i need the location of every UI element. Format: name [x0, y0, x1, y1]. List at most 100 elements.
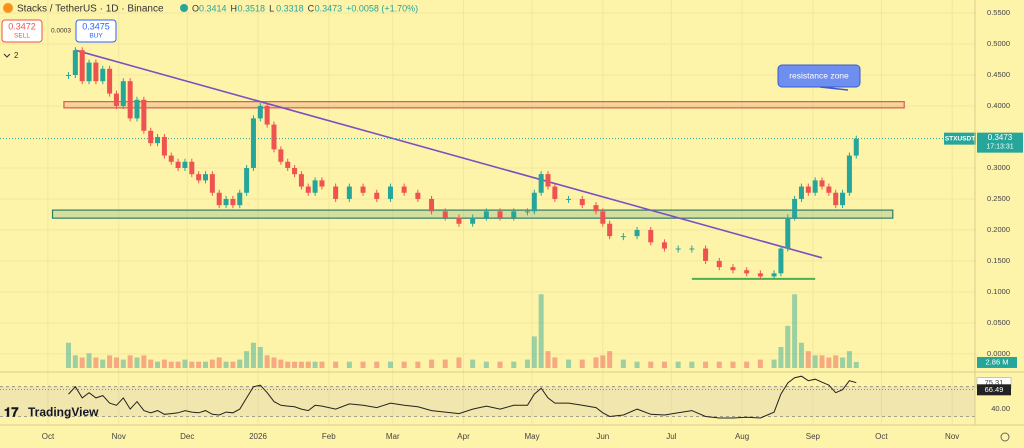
candle-body	[429, 198, 435, 212]
candle-body	[744, 270, 750, 274]
candle-body	[86, 62, 92, 82]
candle-body	[100, 68, 106, 82]
x-tick-label: Mar	[386, 432, 400, 441]
candle-body	[620, 236, 626, 238]
y-tick-label: 0.4500	[987, 70, 1010, 79]
candle-body	[374, 192, 380, 199]
candle-body	[155, 136, 161, 144]
candle-body	[107, 68, 113, 94]
candle-body	[161, 136, 167, 156]
candle-body	[120, 81, 126, 106]
volume-bar	[853, 361, 859, 368]
y-tick-label: 0.5500	[987, 8, 1010, 17]
volume-bar	[470, 359, 476, 368]
candle-body	[271, 124, 277, 150]
sell-button[interactable]	[1, 19, 43, 43]
volume-bar	[346, 361, 352, 368]
volume-bar	[120, 359, 126, 368]
collapse-icon[interactable]	[3, 53, 11, 58]
volume-bar	[86, 353, 92, 368]
volume-bar	[819, 355, 825, 368]
buy-label: BUY	[89, 33, 103, 40]
annotation-pointer	[819, 86, 849, 91]
candle-body	[250, 118, 256, 168]
volume-bar	[600, 355, 606, 368]
volume-bar	[538, 294, 544, 368]
candle-body	[189, 161, 195, 175]
candle-body	[470, 217, 476, 224]
symbol-label: STXUSDT	[945, 135, 975, 142]
candle-body	[257, 105, 263, 119]
volume-bar	[833, 355, 839, 368]
candle-body	[93, 62, 99, 82]
candle-body	[661, 242, 667, 249]
volume-bar	[579, 359, 585, 368]
candle-body	[175, 161, 181, 168]
ohlc-key: H	[231, 3, 238, 13]
volume-bar	[374, 361, 380, 368]
brand-icon: 𝟏𝟕	[4, 404, 19, 419]
volume-bar	[292, 361, 298, 368]
settings-icon[interactable]	[1000, 432, 1010, 442]
annotation-box	[777, 64, 861, 88]
volume-bar	[237, 359, 243, 368]
symbol-tag	[944, 132, 976, 145]
ohlc-value: 0.3473	[315, 3, 343, 13]
volume-bar	[278, 359, 284, 368]
x-tick-label: Jun	[596, 432, 609, 441]
volume-bar	[771, 359, 777, 368]
candle-body	[634, 229, 640, 237]
y-tick-label: 0.2000	[987, 225, 1010, 234]
candle-body	[72, 50, 78, 75]
volume-bar	[127, 355, 133, 368]
y-tick-label: 0.2500	[987, 194, 1010, 203]
volume-bar	[155, 361, 161, 368]
y-tick-label: 0.0500	[987, 318, 1010, 327]
volume-bar	[805, 351, 811, 368]
candle-body	[209, 174, 215, 193]
candle-body	[168, 155, 174, 162]
y-tick-label: 0.5000	[987, 39, 1010, 48]
candle-body	[648, 229, 654, 243]
candle-body	[230, 198, 236, 206]
x-tick-label: Oct	[875, 432, 888, 441]
volume-bar	[161, 359, 167, 368]
x-tick-label: Dec	[180, 432, 194, 441]
annotation-text: resistance zone	[789, 70, 849, 80]
volume-bar	[689, 361, 695, 368]
candle-body	[216, 192, 222, 206]
volume-bar	[244, 351, 250, 368]
candle-body	[148, 130, 154, 144]
candle-body	[387, 186, 393, 199]
candle-body	[730, 267, 736, 271]
volume-bar	[826, 357, 832, 368]
candle-body	[305, 186, 311, 193]
y-tick-label: 0.1000	[987, 287, 1010, 296]
candle-body	[483, 211, 489, 218]
candle-body	[346, 186, 352, 199]
y-tick-label: 0.3000	[987, 163, 1010, 172]
candle-body	[237, 192, 243, 206]
ohlc-value: 0.3518	[238, 3, 266, 13]
brand: TradingView	[28, 405, 99, 419]
candle-body	[113, 93, 119, 106]
volume-bar	[285, 361, 291, 368]
candle-body	[223, 198, 229, 206]
candle-body	[524, 211, 530, 213]
buy-price: 0.3475	[82, 21, 110, 31]
volume-bar	[456, 357, 462, 368]
volume-bar	[497, 361, 503, 368]
volume-bar	[72, 355, 78, 368]
candles	[66, 47, 859, 280]
volume-tag	[977, 356, 1017, 368]
candle-body	[134, 99, 140, 119]
ohlc-key: L	[269, 3, 274, 13]
trend-line	[75, 49, 823, 259]
candle-body	[566, 198, 572, 200]
rsi-ma-tag	[977, 384, 1011, 396]
buy-button[interactable]	[75, 19, 117, 43]
status-dot	[180, 4, 188, 12]
volume-bar	[778, 346, 784, 368]
